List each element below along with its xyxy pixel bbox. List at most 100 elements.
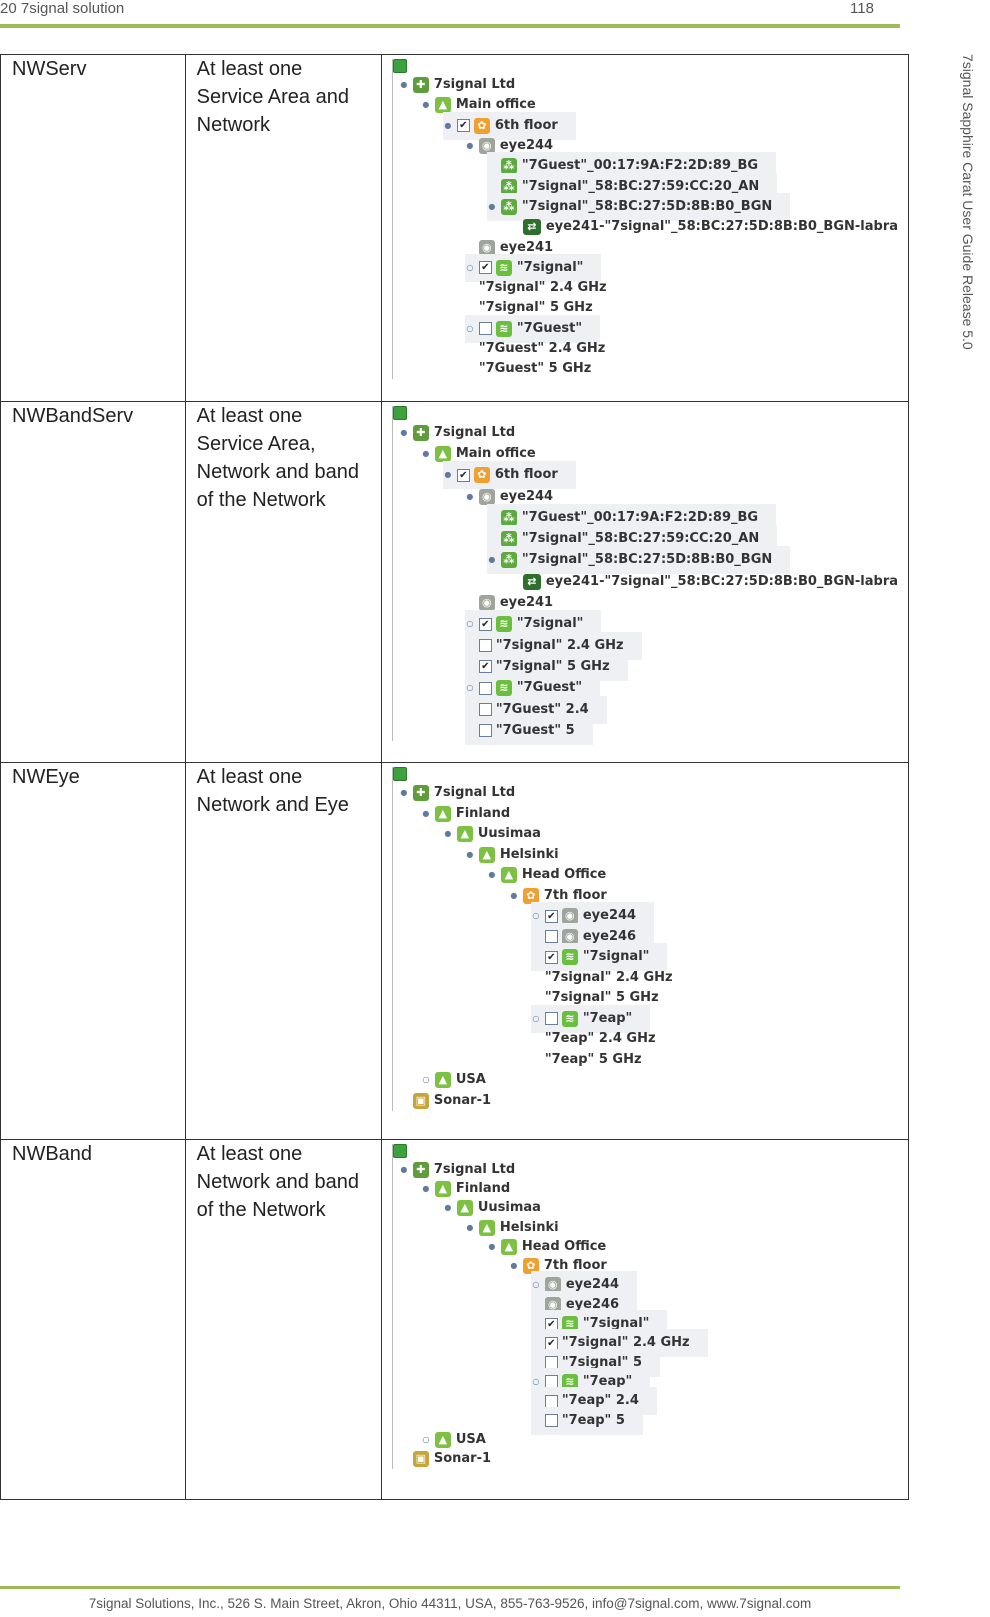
- tree-node[interactable]: ● ✚ 7signal Ltd: [393, 1160, 898, 1179]
- collapse-toggle-icon[interactable]: ●: [510, 890, 518, 900]
- collapse-toggle-icon[interactable]: ●: [488, 555, 496, 565]
- collapse-toggle-icon[interactable]: ●: [488, 870, 496, 880]
- tree-node[interactable]: ● ✔ ✿ 6th floor: [393, 461, 898, 490]
- tree-node[interactable]: ● ▲ Helsinki: [393, 845, 898, 866]
- node-checkbox[interactable]: [544, 1012, 558, 1026]
- expand-toggle-icon[interactable]: ○: [466, 619, 474, 629]
- expand-toggle-icon[interactable]: ○: [422, 1075, 430, 1085]
- tree-node[interactable]: ● ◉ eye244: [393, 486, 898, 507]
- tree-node[interactable]: ◉ eye241: [393, 237, 898, 257]
- tree-node[interactable]: ◉ eye241: [393, 592, 898, 613]
- tree-node[interactable]: "7eap" 2.4 GHz: [393, 1029, 898, 1050]
- collapse-toggle-icon[interactable]: ●: [466, 141, 474, 151]
- tree-node[interactable]: ● ✚ 7signal Ltd: [393, 75, 898, 95]
- expand-toggle-icon[interactable]: ○: [532, 1376, 540, 1386]
- tree-node[interactable]: "7signal" 2.4 GHz: [393, 968, 898, 989]
- expand-toggle-icon[interactable]: ○: [466, 683, 474, 693]
- tree-node[interactable]: ● ✚ 7signal Ltd: [393, 422, 898, 443]
- node-checkbox[interactable]: [478, 703, 492, 717]
- node-checkbox[interactable]: [478, 681, 492, 695]
- tree-node[interactable]: ▣ Sonar-1: [393, 1091, 898, 1112]
- tree-node[interactable]: ● ▲ Main office: [393, 95, 898, 115]
- tree-node[interactable]: ● ▲ Main office: [393, 443, 898, 464]
- collapse-toggle-icon[interactable]: ●: [422, 808, 430, 818]
- tree-node[interactable]: ● ▲ Uusimaa: [393, 1199, 898, 1218]
- expand-toggle-icon[interactable]: ○: [466, 262, 474, 272]
- tree-node[interactable]: ○ ✔ ≋ "7signal": [393, 610, 898, 639]
- tree-node[interactable]: ○ ◉ eye244: [393, 1271, 898, 1300]
- tree-node[interactable]: ○ ≋ "7eap": [393, 1004, 898, 1033]
- tree-node[interactable]: "7signal" 2.4 GHz: [393, 278, 898, 298]
- node-checkbox[interactable]: ✔: [544, 1336, 558, 1350]
- tree-node[interactable]: ✔ ≋ "7signal": [393, 943, 898, 972]
- tree-node[interactable]: "7eap" 5 GHz: [393, 1050, 898, 1071]
- tree-node[interactable]: "7eap" 2.4: [393, 1387, 898, 1416]
- floor-icon: ✿: [473, 117, 490, 134]
- tree-node[interactable]: ● ▲ Finland: [393, 1179, 898, 1198]
- node-checkbox[interactable]: [544, 1414, 558, 1428]
- collapse-toggle-icon[interactable]: ●: [400, 788, 408, 798]
- tree-node[interactable]: "7Guest" 5 GHz: [393, 359, 898, 379]
- collapse-toggle-icon[interactable]: ●: [510, 1261, 518, 1271]
- expand-toggle-icon[interactable]: ○: [466, 323, 474, 333]
- tree-node[interactable]: ● ▲ Uusimaa: [393, 824, 898, 845]
- table-row: NWBand At least one Network and band of …: [0, 1139, 910, 1500]
- expand-toggle-icon[interactable]: ○: [532, 1280, 540, 1290]
- tree-node[interactable]: ● ✿ 7th floor: [393, 1256, 898, 1275]
- tree-node[interactable]: "7signal" 5 GHz: [393, 298, 898, 318]
- tree-node[interactable]: ● ✚ 7signal Ltd: [393, 783, 898, 804]
- collapse-toggle-icon[interactable]: ●: [444, 829, 452, 839]
- node-checkbox[interactable]: [478, 724, 492, 738]
- tree-node[interactable]: "7Guest" 2.4 GHz: [393, 339, 898, 359]
- collapse-toggle-icon[interactable]: ●: [422, 100, 430, 110]
- collapse-toggle-icon[interactable]: ●: [466, 849, 474, 859]
- collapse-toggle-icon[interactable]: ●: [400, 427, 408, 437]
- node-checkbox[interactable]: ✔: [478, 261, 492, 275]
- tree-node[interactable]: ● ▲ Head Office: [393, 865, 898, 886]
- tree-node-label: "7eap" 2.4: [561, 1393, 639, 1409]
- tree-node[interactable]: ● ⁂ "7signal"_58:BC:27:5D:8B:B0_BGN: [393, 192, 898, 221]
- tree-node[interactable]: ● ◉ eye244: [393, 136, 898, 156]
- collapse-toggle-icon[interactable]: ●: [488, 201, 496, 211]
- collapse-toggle-icon[interactable]: ●: [400, 1164, 408, 1174]
- expand-toggle-icon[interactable]: ○: [422, 1434, 430, 1444]
- expand-toggle-icon[interactable]: ○: [532, 911, 540, 921]
- tree-node[interactable]: "7signal" 5 GHz: [393, 988, 898, 1009]
- tree-node[interactable]: ● ✿ 7th floor: [393, 886, 898, 907]
- node-checkbox[interactable]: ✔: [456, 468, 470, 482]
- collapse-toggle-icon[interactable]: ●: [400, 80, 408, 90]
- tree-node[interactable]: ⇄ eye241-"7signal"_58:BC:27:5D:8B:B0_BGN-…: [393, 217, 898, 237]
- tree-node[interactable]: ● ▲ Head Office: [393, 1237, 898, 1256]
- node-checkbox[interactable]: ✔: [478, 617, 492, 631]
- tree-node[interactable]: "7eap" 5: [393, 1406, 898, 1435]
- collapse-toggle-icon[interactable]: ●: [422, 1183, 430, 1193]
- collapse-toggle-icon[interactable]: ●: [444, 470, 452, 480]
- collapse-toggle-icon[interactable]: ●: [422, 448, 430, 458]
- node-checkbox[interactable]: ✔: [544, 950, 558, 964]
- tree-node[interactable]: ● ⁂ "7signal"_58:BC:27:5D:8B:B0_BGN: [393, 546, 898, 575]
- collapse-toggle-icon[interactable]: ●: [466, 491, 474, 501]
- tree-node[interactable]: ○ ✔ ≋ "7signal": [393, 253, 898, 282]
- tree-node[interactable]: ● ▲ Finland: [393, 804, 898, 825]
- collapse-toggle-icon[interactable]: ●: [444, 1203, 452, 1213]
- collapse-toggle-icon[interactable]: ●: [444, 120, 452, 130]
- access-point-icon: ⁂: [500, 531, 517, 548]
- collapse-toggle-icon[interactable]: ●: [488, 1241, 496, 1251]
- collapse-toggle-icon[interactable]: ●: [466, 1222, 474, 1232]
- tree-node[interactable]: ▣ Sonar-1: [393, 1449, 898, 1468]
- tree-node[interactable]: "7Guest" 5: [393, 716, 898, 745]
- tree-node[interactable]: ● ✔ ✿ 6th floor: [393, 111, 898, 140]
- tree-node[interactable]: ○ ▲ USA: [393, 1430, 898, 1449]
- node-checkbox[interactable]: [478, 639, 492, 653]
- node-checkbox[interactable]: [544, 930, 558, 944]
- node-checkbox[interactable]: ✔: [544, 909, 558, 923]
- expand-toggle-icon[interactable]: ○: [532, 1013, 540, 1023]
- node-checkbox[interactable]: [478, 322, 492, 336]
- node-checkbox[interactable]: ✔: [456, 119, 470, 133]
- tree-node[interactable]: ● ▲ Helsinki: [393, 1218, 898, 1237]
- tree-node-label: "7Guest" 2.4 GHz: [478, 341, 606, 357]
- tree-node[interactable]: ○ ▲ USA: [393, 1070, 898, 1091]
- tree-node[interactable]: ○ ≋ "7Guest": [393, 314, 898, 343]
- node-checkbox[interactable]: ✔: [478, 660, 492, 674]
- tree-node[interactable]: ⇄ eye241-"7signal"_58:BC:27:5D:8B:B0_BGN-…: [393, 571, 898, 592]
